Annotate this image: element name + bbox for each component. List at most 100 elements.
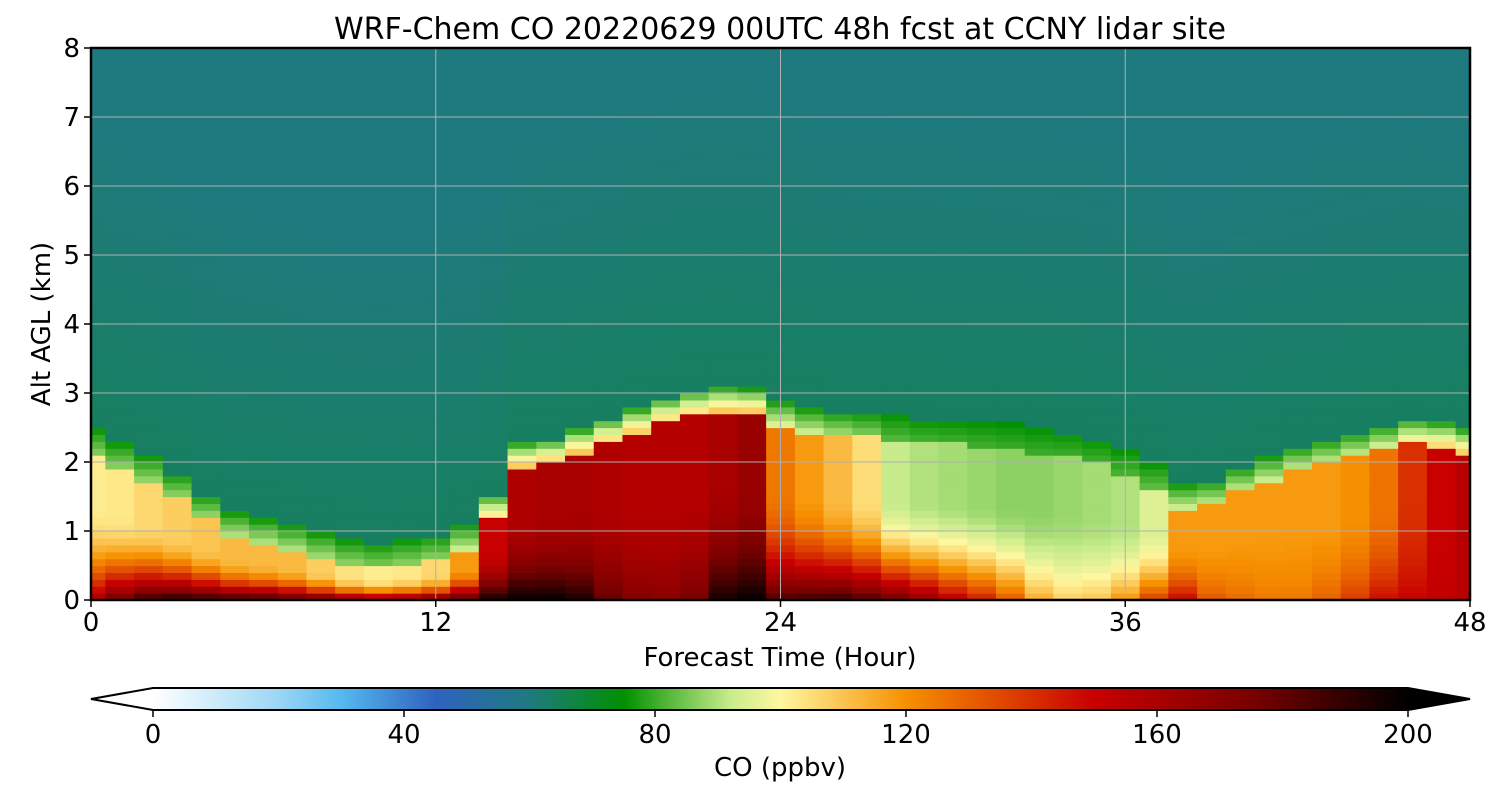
field-cell bbox=[737, 248, 767, 256]
field-cell bbox=[1426, 324, 1457, 332]
field-cell bbox=[1139, 351, 1169, 360]
field-cell bbox=[105, 75, 135, 84]
field-cell bbox=[478, 379, 509, 387]
field-cell bbox=[220, 103, 250, 111]
field-cell bbox=[938, 420, 968, 429]
field-cell bbox=[105, 468, 135, 477]
field-cell bbox=[1426, 123, 1457, 132]
field-cell bbox=[1426, 558, 1457, 567]
field-cell bbox=[679, 544, 710, 553]
field-cell bbox=[249, 310, 279, 318]
field-cell bbox=[306, 234, 336, 242]
field-cell bbox=[1082, 199, 1112, 208]
field-cell bbox=[1254, 158, 1284, 166]
field-cell bbox=[277, 503, 308, 511]
field-cell bbox=[536, 482, 566, 491]
field-cell bbox=[565, 48, 595, 56]
field-cell bbox=[191, 517, 221, 525]
field-cell bbox=[134, 54, 164, 63]
field-cell bbox=[1254, 565, 1284, 573]
field-cell bbox=[536, 399, 566, 408]
field-cell bbox=[478, 241, 509, 249]
field-cell bbox=[105, 96, 135, 104]
field-cell bbox=[1369, 468, 1399, 477]
field-cell bbox=[450, 268, 480, 277]
field-cell bbox=[823, 61, 853, 70]
field-cell bbox=[737, 489, 767, 498]
field-cell bbox=[478, 572, 509, 580]
field-cell bbox=[507, 441, 537, 449]
field-cell bbox=[1053, 482, 1083, 491]
field-cell bbox=[1369, 137, 1399, 146]
field-cell bbox=[1311, 289, 1342, 297]
field-cell bbox=[277, 144, 308, 153]
field-cell bbox=[823, 393, 853, 401]
field-cell bbox=[1225, 75, 1256, 84]
field-cell bbox=[1283, 158, 1313, 166]
field-cell bbox=[450, 192, 480, 201]
field-cell bbox=[794, 365, 825, 373]
field-cell bbox=[909, 289, 940, 297]
field-cell bbox=[1082, 68, 1112, 77]
field-cell bbox=[277, 324, 308, 332]
field-cell bbox=[794, 399, 825, 408]
field-cell bbox=[823, 330, 853, 339]
field-cell bbox=[450, 317, 480, 325]
field-cell bbox=[1024, 344, 1055, 353]
field-cell bbox=[565, 399, 595, 408]
field-cell bbox=[392, 537, 422, 546]
field-cell bbox=[249, 330, 279, 339]
field-cell bbox=[478, 268, 509, 277]
field-cell bbox=[1283, 524, 1313, 532]
field-cell bbox=[392, 593, 422, 600]
field-cell bbox=[1225, 496, 1256, 504]
field-cell bbox=[737, 172, 767, 180]
field-cell bbox=[938, 365, 968, 373]
field-cell bbox=[1398, 296, 1428, 304]
field-cell bbox=[852, 468, 882, 477]
field-cell bbox=[852, 579, 882, 587]
field-cell bbox=[392, 448, 422, 456]
field-cell bbox=[593, 289, 624, 297]
field-cell bbox=[450, 110, 480, 118]
field-cell bbox=[622, 213, 652, 222]
field-cell bbox=[478, 441, 509, 449]
field-cell bbox=[450, 358, 480, 366]
field-cell bbox=[679, 351, 710, 360]
field-cell bbox=[134, 475, 164, 484]
field-cell bbox=[938, 475, 968, 484]
field-cell bbox=[91, 89, 106, 97]
field-cell bbox=[1283, 255, 1313, 263]
field-cell bbox=[794, 330, 825, 339]
field-cell bbox=[708, 241, 739, 249]
field-cell bbox=[507, 275, 537, 284]
field-cell bbox=[306, 413, 336, 422]
field-cell bbox=[1455, 275, 1470, 284]
field-cell bbox=[1139, 448, 1169, 456]
field-cell bbox=[852, 565, 882, 573]
field-cell bbox=[1254, 220, 1284, 228]
field-cell bbox=[392, 427, 422, 435]
field-cell bbox=[478, 579, 509, 587]
field-cell bbox=[536, 82, 566, 90]
field-cell bbox=[306, 144, 336, 153]
field-cell bbox=[191, 227, 221, 235]
field-cell bbox=[1225, 399, 1256, 408]
field-cell bbox=[249, 213, 279, 222]
field-cell bbox=[1082, 496, 1112, 504]
field-cell bbox=[363, 96, 394, 104]
field-cell bbox=[478, 496, 509, 504]
field-cell bbox=[1053, 275, 1083, 284]
field-cell bbox=[162, 275, 193, 284]
field-cell bbox=[794, 75, 825, 84]
field-cell bbox=[1197, 192, 1227, 201]
field-cell bbox=[478, 82, 509, 90]
field-cell bbox=[1168, 261, 1198, 270]
field-cell bbox=[536, 192, 566, 201]
field-cell bbox=[220, 123, 250, 132]
field-cell bbox=[1426, 565, 1457, 573]
field-cell bbox=[565, 103, 595, 111]
field-cell bbox=[565, 524, 595, 532]
field-cell bbox=[335, 517, 365, 525]
field-cell bbox=[593, 413, 624, 422]
